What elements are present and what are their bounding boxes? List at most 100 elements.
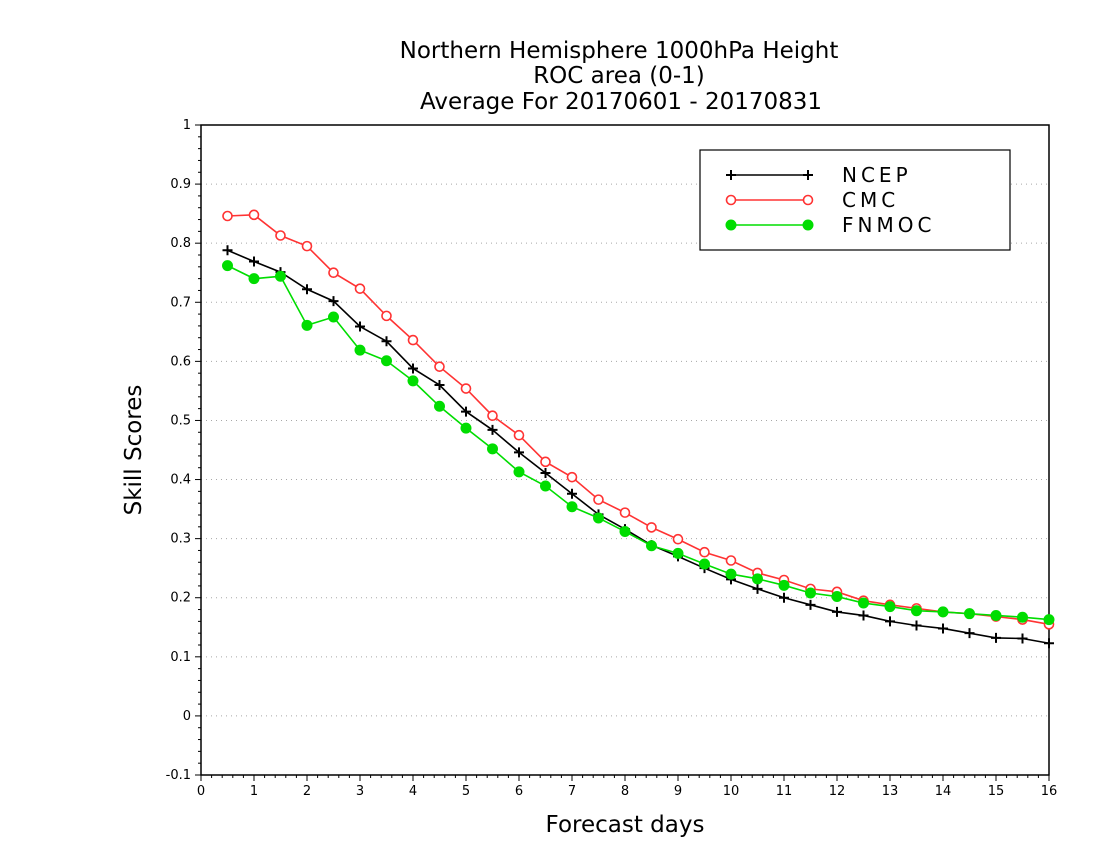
data-point-fnmoc [831,591,843,603]
data-point-fnmoc [328,311,339,323]
title-line-1: Northern Hemisphere 1000hPa Height [400,38,839,64]
x-tick-label: 6 [515,784,523,799]
data-point-fnmoc [884,601,896,613]
series-line-cmc [227,214,1050,626]
data-point-ncep [540,468,551,479]
data-point-cmc [381,310,392,322]
data-point-ncep [461,406,471,417]
data-point-fnmoc [248,273,260,285]
data-point-ncep [514,447,524,458]
data-point-cmc [540,456,551,468]
data-point-ncep [567,488,577,499]
x-axis-title: Forecast days [546,812,705,838]
data-point-cmc [301,240,313,252]
data-point-ncep [752,583,763,594]
data-point-fnmoc [513,466,525,478]
y-tick-label: 0.1 [170,650,191,665]
data-point-fnmoc [460,422,472,434]
data-point-ncep [858,610,869,621]
legend-marker-fnmoc [725,219,737,231]
data-point-ncep [408,363,418,374]
data-point-ncep [381,336,392,347]
y-tick-label: 0.9 [170,177,191,192]
data-point-cmc [328,267,339,279]
data-point-fnmoc [434,400,445,412]
series-layer [222,209,1055,649]
data-point-fnmoc [1017,611,1028,623]
x-tick-label: 5 [462,784,470,799]
data-point-ncep [1044,638,1054,649]
data-point-ncep [779,592,789,603]
data-point-fnmoc [566,501,578,513]
data-point-cmc [487,410,498,422]
data-point-cmc [619,507,631,518]
x-tick-label: 4 [409,784,417,799]
y-tick-label: 0.2 [170,591,191,606]
y-tick-label: 0.5 [170,413,191,428]
y-axis-title: Skill Scores [121,385,147,516]
data-point-cmc [354,283,366,294]
data-point-ncep [991,632,1001,643]
title-line-2: ROC area (0-1) [533,63,705,89]
legend-label-cmc: CMC [842,188,899,212]
data-point-fnmoc [1043,614,1055,626]
data-point-ncep [911,620,922,631]
data-point-ncep [328,296,339,307]
data-point-ncep [487,424,498,435]
y-tick-label: 0 [183,709,191,724]
data-point-fnmoc [805,587,816,599]
data-point-ncep [805,599,816,610]
data-point-fnmoc [858,597,869,609]
series-cmc [222,209,1055,630]
data-point-cmc [699,546,710,558]
x-tick-label: 16 [1041,784,1058,799]
legend-marker-ncep [803,170,813,180]
data-point-ncep [832,606,842,617]
data-point-fnmoc [275,270,286,282]
x-tick-label: 2 [303,784,311,799]
data-point-fnmoc [222,260,233,272]
data-point-fnmoc [752,573,763,585]
legend-marker-cmc [725,194,737,206]
data-point-ncep [885,616,895,627]
data-point-fnmoc [407,375,419,387]
data-point-fnmoc [593,512,604,524]
data-point-fnmoc [911,605,922,617]
series-ncep [222,245,1054,649]
data-point-cmc [434,361,445,372]
y-tick-label: -0.1 [166,768,191,783]
data-point-fnmoc [964,608,975,620]
data-point-ncep [938,623,948,634]
legend-label-fnmoc: FNMOC [842,213,935,237]
data-point-fnmoc [381,355,392,367]
data-point-fnmoc [725,568,737,580]
data-point-ncep [302,284,312,295]
data-point-cmc [222,210,233,222]
x-tick-label: 12 [829,784,846,799]
x-tick-label: 11 [776,784,793,799]
data-point-ncep [355,321,365,332]
x-tick-label: 1 [250,784,258,799]
x-tick-label: 13 [882,784,899,799]
data-point-fnmoc [487,443,498,455]
x-tick-label: 15 [988,784,1005,799]
data-point-fnmoc [699,558,710,570]
series-line-ncep [227,249,1050,645]
data-point-ncep [222,245,233,256]
y-tick-label: 1 [183,118,191,133]
title-line-3: Average For 20170601 - 20170831 [420,89,822,115]
chart-title: Northern Hemisphere 1000hPa Height ROC a… [400,38,839,115]
legend-label-ncep: NCEP [842,163,912,187]
data-point-ncep [249,256,259,267]
x-tick-label: 10 [723,784,740,799]
data-point-fnmoc [778,579,790,591]
x-tick-label: 9 [674,784,682,799]
data-point-ncep [1017,633,1028,644]
y-tick-label: 0.7 [170,295,191,310]
data-point-fnmoc [937,606,949,618]
x-tick-label: 8 [621,784,629,799]
data-point-fnmoc [354,344,366,356]
series-fnmoc [222,260,1055,626]
